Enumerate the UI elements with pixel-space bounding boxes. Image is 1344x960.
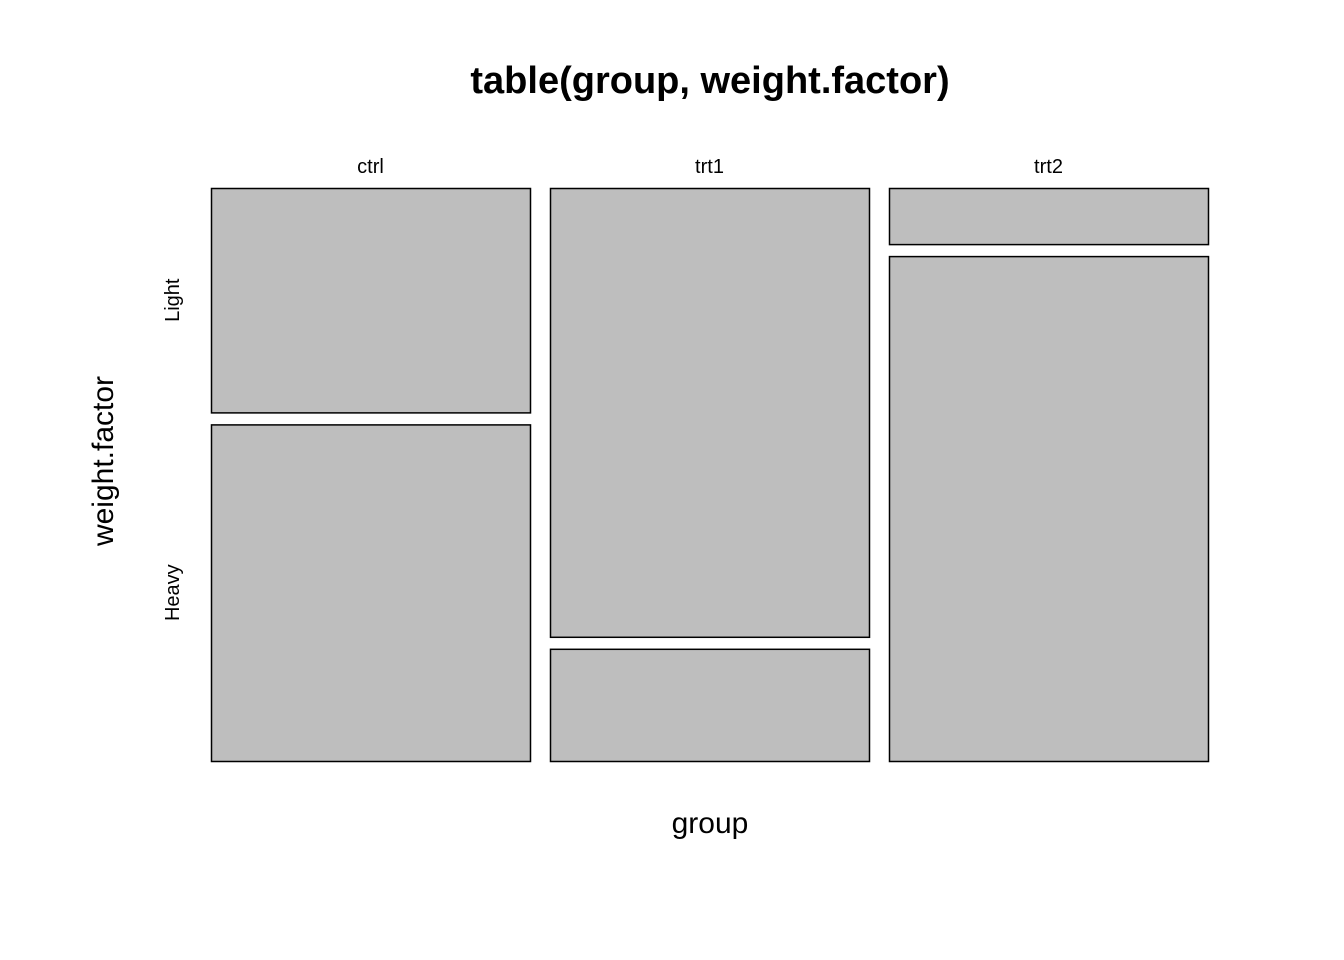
x-axis-label: group [672,807,749,840]
mosaic-tile-trt2-heavy [888,255,1210,763]
mosaic-tile-trt2-light [888,187,1210,246]
mosaic-tile-ctrl-light [210,187,532,414]
y-tick-label: Heavy [162,564,184,621]
mosaic-tile-trt1-heavy [549,648,871,763]
x-tick-label: trt2 [1034,156,1063,178]
y-tick-label: Light [162,278,184,322]
mosaic-tile-trt1-light [549,187,871,639]
y-axis-label: weight.factor [87,376,120,547]
x-tick-label: ctrl [357,156,384,178]
mosaic-tile-ctrl-heavy [210,424,532,763]
chart-title: table(group, weight.factor) [470,60,949,102]
x-tick-label: trt1 [695,156,724,178]
